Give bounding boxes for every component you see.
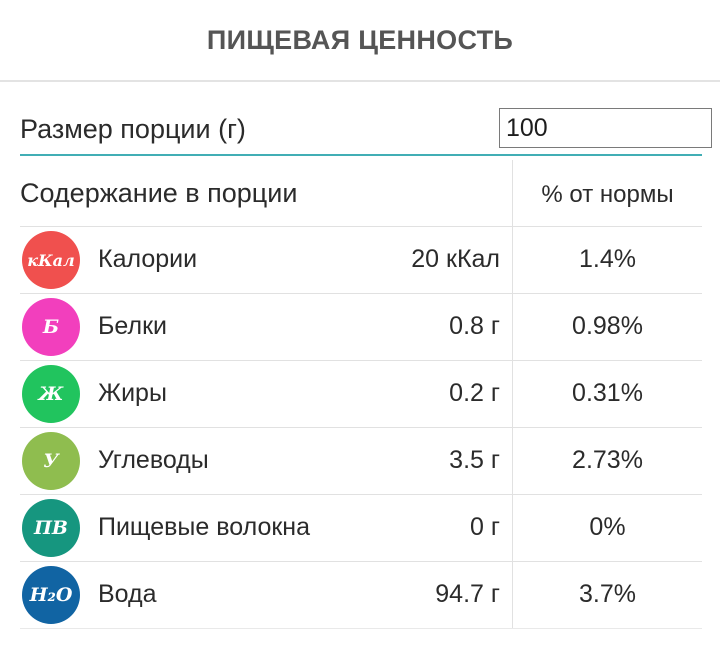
column-divider [512, 160, 513, 628]
table-row-protein: Б Белки 0.8 г 0.98% [20, 294, 702, 361]
portion-size-row: Размер порции (г) [20, 104, 712, 156]
page-title: ПИЩЕВАЯ ЦЕННОСТЬ [206, 24, 514, 55]
nutrient-name: Вода [98, 580, 157, 608]
protein-icon: Б [22, 298, 80, 356]
nutrient-name: Углеводы [98, 446, 209, 474]
nutrient-percent: 1.4% [579, 245, 636, 273]
nutrient-percent: 0% [589, 513, 626, 541]
table-row-calories: кКал Калории 20 кКал 1.4% [20, 227, 702, 294]
header: ПИЩЕВАЯ ЦЕННОСТЬ [0, 0, 720, 82]
water-icon: H₂O [22, 566, 80, 624]
nutrient-percent: 3.7% [579, 580, 636, 608]
nutrient-amount: 3.5 г [449, 446, 500, 474]
calories-icon: кКал [22, 231, 80, 289]
nutrient-amount: 20 кКал [411, 245, 500, 273]
nutrient-percent: 0.98% [572, 312, 643, 340]
table-row-fiber: ПВ Пищевые волокна 0 г 0% [20, 495, 702, 562]
column-header-content: Содержание в порции [20, 178, 298, 208]
portion-size-label: Размер порции (г) [20, 114, 246, 144]
nutrient-name: Жиры [98, 379, 167, 407]
nutrient-amount: 94.7 г [435, 580, 500, 608]
fat-icon: Ж [22, 365, 80, 423]
nutrient-name: Пищевые волокна [98, 513, 310, 541]
nutrient-amount: 0 г [470, 513, 500, 541]
nutrient-percent: 2.73% [572, 446, 643, 474]
nutrient-name: Белки [98, 312, 167, 340]
table-row-water: H₂O Вода 94.7 г 3.7% [20, 562, 702, 629]
table-header: Содержание в порции % от нормы [20, 160, 702, 227]
column-header-norm: % от нормы [541, 181, 674, 208]
nutrition-table: Содержание в порции % от нормы кКал Кало… [20, 160, 702, 629]
portion-size-input[interactable] [499, 108, 712, 148]
nutrient-amount: 0.8 г [449, 312, 500, 340]
nutrient-name: Калории [98, 245, 198, 273]
fiber-icon: ПВ [22, 499, 80, 557]
table-row-fat: Ж Жиры 0.2 г 0.31% [20, 361, 702, 428]
nutrient-amount: 0.2 г [449, 379, 500, 407]
nutrient-percent: 0.31% [572, 379, 643, 407]
carbs-icon: У [22, 432, 80, 490]
table-row-carbs: У Углеводы 3.5 г 2.73% [20, 428, 702, 495]
